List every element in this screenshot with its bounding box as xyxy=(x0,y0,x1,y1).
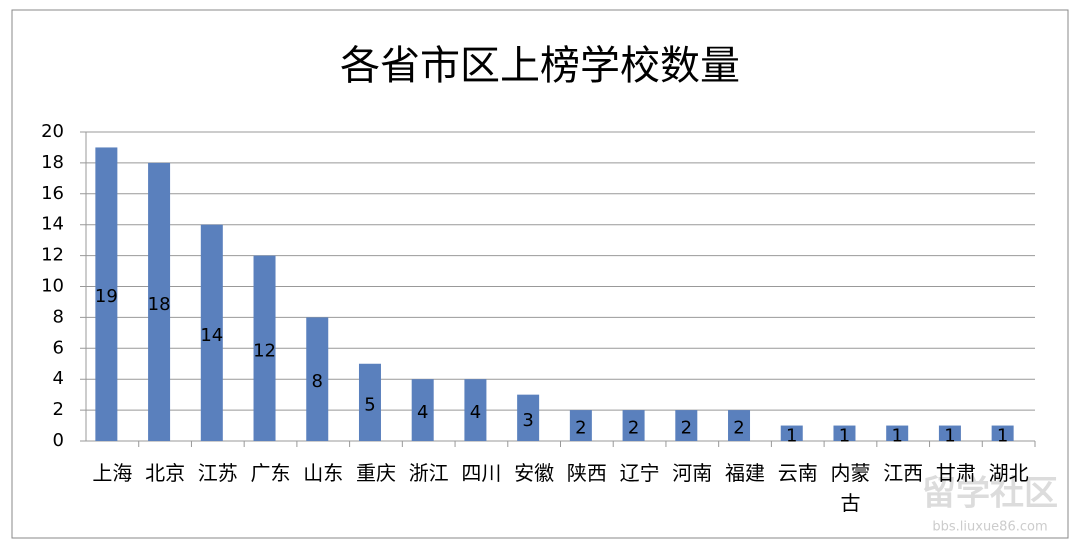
y-tick-label: 20 xyxy=(41,121,64,142)
data-label: 1 xyxy=(891,425,902,446)
y-tick-label: 18 xyxy=(41,152,64,173)
bar xyxy=(95,147,118,441)
data-label: 1 xyxy=(997,425,1008,446)
bar xyxy=(306,317,329,441)
bar xyxy=(464,379,487,441)
bar xyxy=(728,410,751,441)
x-tick-label: 四川 xyxy=(461,461,502,485)
data-label: 2 xyxy=(733,418,744,439)
bar xyxy=(991,425,1014,441)
y-tick-label: 2 xyxy=(53,399,64,420)
data-label: 2 xyxy=(681,418,692,439)
x-tick-label: 甘肃 xyxy=(935,461,976,485)
x-tick-label: 上海 xyxy=(92,461,133,485)
data-label: 2 xyxy=(575,418,586,439)
y-tick-label: 10 xyxy=(41,276,64,297)
x-tick-label: 山东 xyxy=(303,461,344,485)
x-tick-label: 浙江 xyxy=(408,461,449,485)
data-label: 2 xyxy=(628,418,639,439)
data-label: 1 xyxy=(786,425,797,446)
data-label: 14 xyxy=(200,325,223,346)
data-label: 3 xyxy=(522,410,533,431)
bar xyxy=(675,410,698,441)
bar xyxy=(780,425,803,441)
x-tick-label: 重庆 xyxy=(355,461,396,485)
bar xyxy=(358,363,381,441)
x-tick-label: 福建 xyxy=(725,461,766,485)
y-tick-label: 16 xyxy=(41,183,64,204)
data-label: 18 xyxy=(148,294,171,315)
data-label: 12 xyxy=(253,340,276,361)
y-tick-label: 0 xyxy=(53,430,64,451)
bar xyxy=(200,224,223,441)
x-tick-label: 江西 xyxy=(883,461,924,485)
data-label: 1 xyxy=(839,425,850,446)
bar xyxy=(411,379,434,441)
y-tick-label: 6 xyxy=(53,337,64,358)
y-tick-label: 8 xyxy=(53,306,64,327)
data-label: 5 xyxy=(364,394,375,415)
y-tick-label: 4 xyxy=(53,368,64,389)
y-tick-label: 14 xyxy=(41,214,64,235)
bar xyxy=(569,410,592,441)
data-label: 19 xyxy=(95,286,118,307)
x-tick-label: 河南 xyxy=(672,461,713,485)
bar xyxy=(253,255,276,441)
x-tick-label: 陕西 xyxy=(566,461,607,485)
y-tick-label: 12 xyxy=(41,245,64,266)
data-label: 4 xyxy=(417,402,428,423)
x-tick-label: 安徽 xyxy=(514,461,555,485)
watermark-title: 留学社区 xyxy=(922,474,1058,514)
chart-border xyxy=(11,9,1069,539)
x-tick-label: 云南 xyxy=(777,461,818,485)
x-tick-label: 湖北 xyxy=(988,461,1029,485)
bar xyxy=(938,425,961,441)
x-tick-label: 辽宁 xyxy=(619,461,660,485)
x-tick-label: 江苏 xyxy=(197,461,238,485)
bar xyxy=(622,410,645,441)
bar xyxy=(517,394,540,441)
x-tick-label: 内蒙古 xyxy=(830,461,871,515)
data-label: 4 xyxy=(470,402,481,423)
data-label: 8 xyxy=(312,371,323,392)
x-tick-label: 北京 xyxy=(145,461,186,485)
bar xyxy=(148,162,171,441)
data-label: 1 xyxy=(944,425,955,446)
x-tick-label: 广东 xyxy=(250,461,291,485)
watermark-url: bbs.liuxue86.com xyxy=(932,520,1047,535)
bar xyxy=(833,425,856,441)
chart-title: 各省市区上榜学校数量 xyxy=(340,43,740,89)
bar xyxy=(886,425,909,441)
